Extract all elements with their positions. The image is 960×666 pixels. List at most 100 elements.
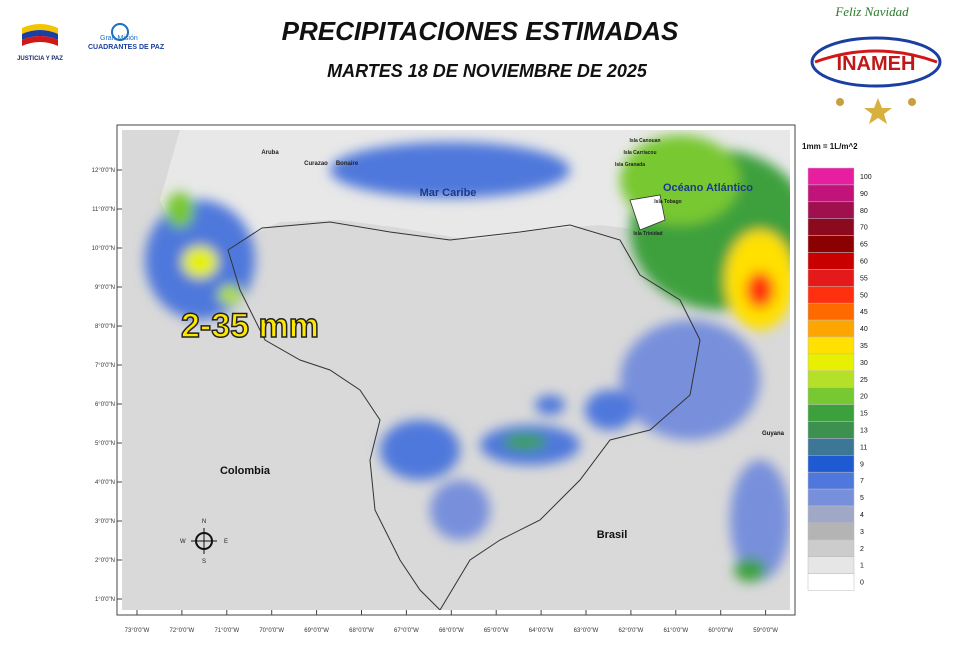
legend-label: 11 — [860, 444, 867, 451]
legend-swatch — [807, 387, 855, 405]
map — [122, 130, 790, 610]
logo-mid: Gran Misión CUADRANTES DE PAZ — [88, 23, 165, 51]
legend-swatch — [807, 269, 855, 287]
legend-label: 35 — [860, 343, 868, 350]
country-border — [227, 221, 701, 610]
compass: N S E W — [180, 519, 228, 565]
compass-w: W — [180, 539, 186, 545]
lon-label: 70°0'0"W — [259, 628, 284, 634]
place-label: Isla Carriacou — [623, 150, 656, 156]
legend-swatch — [807, 522, 855, 541]
legend-label: 50 — [860, 292, 868, 299]
legend-label: 45 — [860, 309, 868, 316]
place-label: Océano Atlántico — [663, 182, 753, 194]
legend-label: 5 — [860, 495, 864, 502]
legend-swatch — [807, 438, 855, 456]
subtitle: MARTES 18 DE NOVIEMBRE DE 2025 — [327, 61, 648, 81]
lat-label: 7°0'0"N — [95, 363, 115, 369]
legend-swatch — [807, 488, 855, 507]
place-label: Colombia — [220, 465, 271, 477]
legend-swatch — [807, 319, 855, 338]
legend-label: 65 — [860, 242, 868, 249]
legend-swatch — [807, 556, 855, 574]
legend-label: 40 — [860, 326, 868, 333]
lat-label: 8°0'0"N — [95, 324, 115, 330]
place-label: Guyana — [762, 431, 785, 437]
legend-label: 0 — [860, 580, 864, 587]
legend-label: 15 — [860, 411, 868, 418]
lon-label: 65°0'0"W — [484, 628, 509, 634]
title: PRECIPITACIONES ESTIMADAS — [282, 16, 679, 46]
lat-label: 5°0'0"N — [95, 441, 115, 447]
legend-swatch — [807, 302, 855, 321]
legend-label: 100 — [860, 174, 872, 181]
lon-label: 61°0'0"W — [663, 628, 688, 634]
lon-label: 64°0'0"W — [529, 628, 554, 634]
lon-label: 66°0'0"W — [439, 628, 464, 634]
lat-label: 12°0'0"N — [92, 168, 115, 174]
legend-label: 1 — [860, 563, 864, 570]
logo-left: JUSTICIA Y PAZ — [17, 24, 63, 62]
graticule: 12°0'0"N 11°0'0"N 10°0'0"N 9°0'0"N 8°0'0"N 7°… — [92, 168, 779, 634]
lat-label: 4°0'0"N — [95, 480, 115, 486]
legend-swatch — [807, 455, 855, 473]
legend-label: 80 — [860, 208, 868, 215]
legend-label: 13 — [860, 428, 868, 435]
legend-swatch — [807, 370, 855, 388]
logo-line2: CUADRANTES DE PAZ — [88, 44, 165, 51]
place-label: Isla Tobago — [654, 199, 681, 205]
precip — [145, 135, 790, 582]
legend-swatch — [807, 404, 855, 422]
lon-label: 69°0'0"W — [304, 628, 329, 634]
lon-label: 60°0'0"W — [708, 628, 733, 634]
place-label: Aruba — [261, 150, 279, 156]
map-labels: Mar Caribe Océano Atlántico Colombia Brasil… — [220, 138, 785, 541]
place-label: Isla Granada — [615, 162, 645, 168]
legend-swatch — [807, 201, 855, 219]
place-label: Mar Caribe — [420, 187, 477, 199]
legend-label: 60 — [860, 259, 868, 266]
legend-swatch — [807, 235, 855, 253]
legend-label: 7 — [860, 478, 864, 485]
place-label: Bonaire — [336, 161, 359, 167]
logo-line1: Gran Misión — [100, 35, 138, 42]
lon-label: 73°0'0"W — [125, 628, 150, 634]
logo-name: INAMEH — [837, 53, 916, 75]
legend-label: 70 — [860, 225, 868, 232]
lat-label: 10°0'0"N — [92, 246, 115, 252]
legend-swatch — [807, 421, 855, 439]
lon-label: 68°0'0"W — [349, 628, 374, 634]
logo-right: Feliz Navidad INAMEH — [810, 4, 942, 124]
compass-s: S — [202, 559, 206, 565]
legend-swatch — [807, 184, 855, 203]
lat-label: 9°0'0"N — [95, 285, 115, 291]
legend-label: 20 — [860, 394, 868, 401]
lat-label: 11°0'0"N — [92, 207, 115, 213]
legend-label: 2 — [860, 546, 864, 553]
legend-swatch — [807, 505, 855, 524]
legend-swatch — [807, 167, 855, 186]
legend-swatch — [807, 286, 855, 304]
place-label: Isla Canouan — [629, 138, 660, 144]
lon-label: 63°0'0"W — [574, 628, 599, 634]
place-label: Isla Trinidad — [633, 231, 662, 237]
island-trinidad — [629, 194, 666, 231]
legend-unit: 1mm = 1L/m^2 — [802, 142, 858, 151]
greeting: Feliz Navidad — [834, 4, 909, 19]
lat-label: 2°0'0"N — [95, 558, 115, 564]
legend-swatch — [807, 471, 855, 490]
legend-label: 90 — [860, 191, 868, 198]
legend-label: 4 — [860, 512, 864, 519]
legend-label: 30 — [860, 360, 868, 367]
legend-swatch — [807, 252, 855, 270]
legend-label: 25 — [860, 377, 868, 384]
legend-label: 9 — [860, 461, 864, 468]
legend-label: 55 — [860, 275, 868, 282]
compass-e: E — [224, 539, 228, 545]
lon-label: 59°0'0"W — [753, 628, 778, 634]
legend-swatch — [807, 336, 855, 355]
highlight-label: 2-35 mm — [181, 307, 319, 345]
compass-n: N — [202, 519, 206, 525]
